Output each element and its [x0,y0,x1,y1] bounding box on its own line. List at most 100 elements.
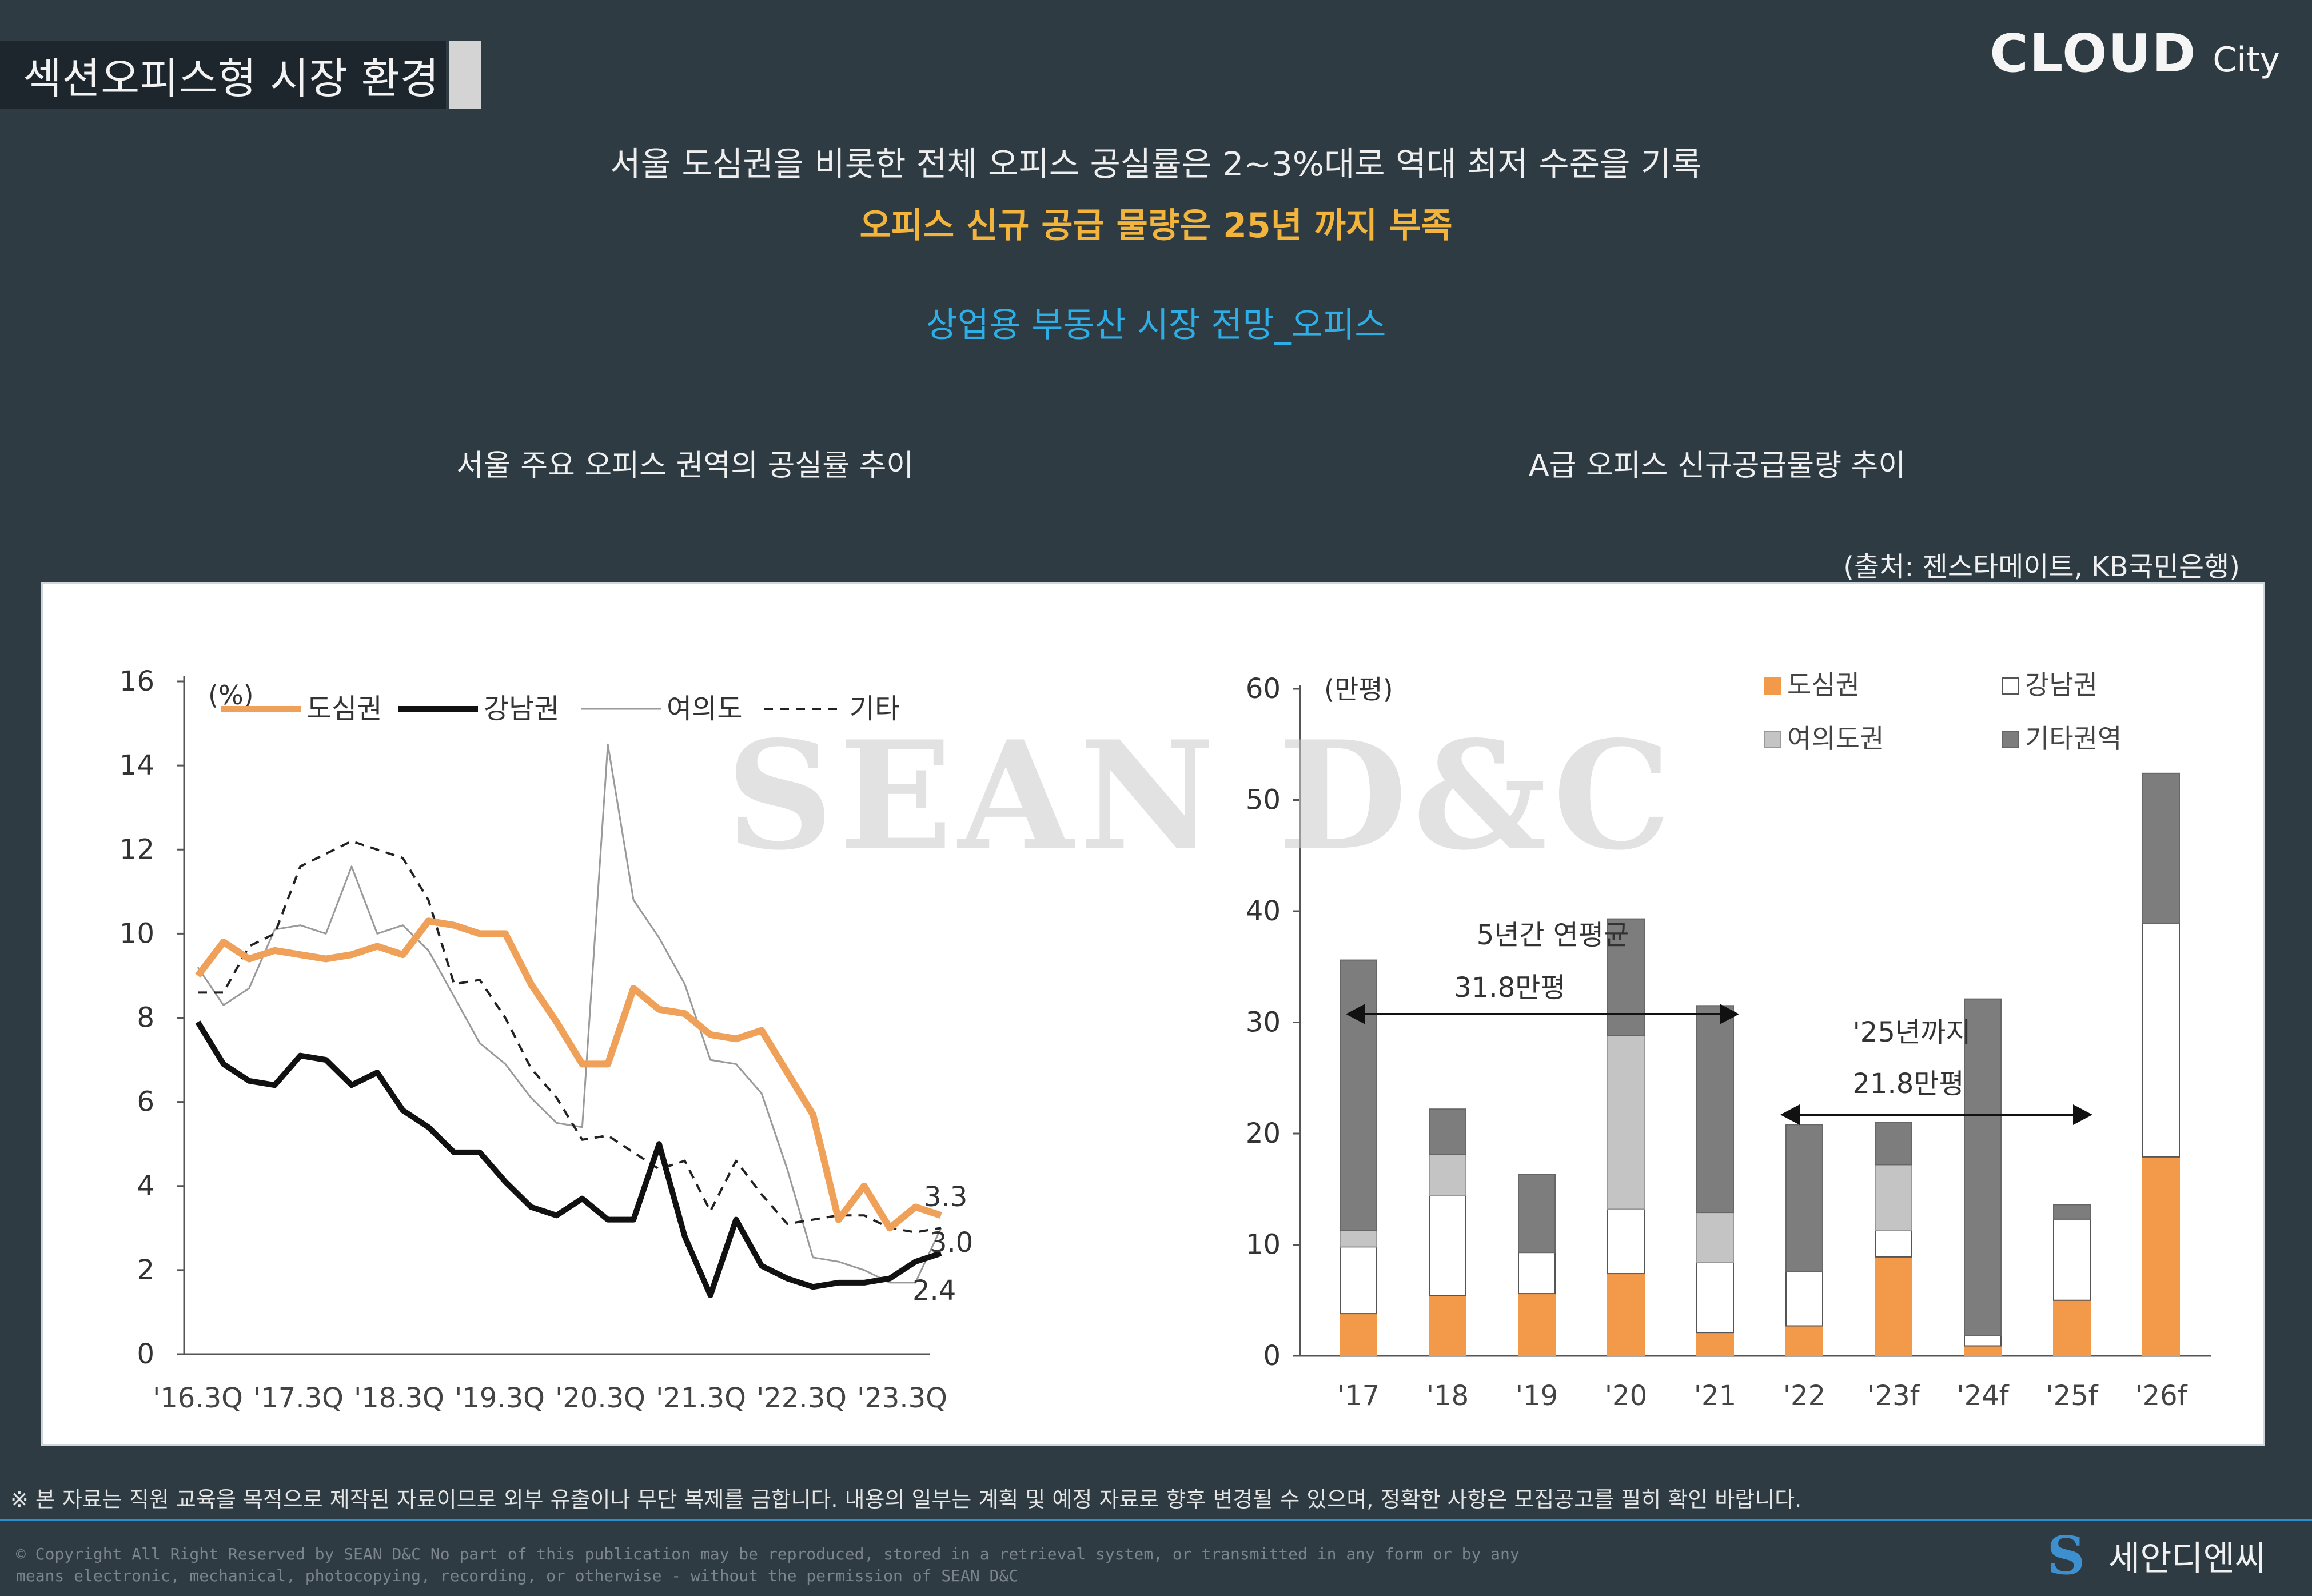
brand-sub: City [2213,40,2280,80]
bar-chart-x-tick-label: '23f [1867,1380,1920,1412]
line-chart-y-tick-label: 0 [137,1338,154,1370]
bar-segment [1607,918,1645,1036]
line-chart-x-tick-label: '20.3Q [555,1382,645,1414]
bar-segment [1964,1335,2002,1347]
section-tab: 섹션오피스형 시장 환경 [0,41,446,109]
bar-segment [1696,1005,1734,1214]
bar-segment [1429,1195,1466,1296]
bar-chart-x-tick-label: '21 [1694,1380,1736,1412]
bar-chart-x-tick-label: '24f [1956,1380,2009,1412]
footer-divider [0,1519,2312,1521]
bar-chart-x-tick-label: '19 [1516,1380,1558,1412]
source-note: (출처: 젠스타메이트, KB국민은행) [1843,551,2240,583]
line-chart-x-tick-label: '16.3Q [153,1382,243,1414]
line-chart-y-tick-label: 12 [119,833,154,865]
logo-icon: S [2047,1525,2086,1586]
bar-segment [1429,1154,1466,1196]
company-logo: S 세안디엔씨 [2039,1525,2266,1586]
bar-legend-swatch [2002,731,2019,748]
bar-segment [1785,1124,1823,1272]
left-chart-title: 서울 주요 오피스 권역의 공실률 추이 [456,449,914,483]
bar-annotation-2-arrowhead-left [1780,1104,1800,1125]
line-chart-x-tick-label: '19.3Q [455,1382,545,1414]
bar-segment [1607,1273,1645,1356]
disclaimer: ※ 본 자료는 직원 교육을 목적으로 제작된 자료이므로 외부 유출이나 무단… [10,1487,1802,1512]
brand-logo: CLOUD City [1990,23,2280,84]
line-chart-y-tick-label: 10 [119,917,154,949]
bar-segment [2142,772,2180,924]
bar-segment [1607,1035,1645,1210]
line-chart-y-tick-label: 6 [137,1086,154,1118]
bar-chart-y-tick-label: 30 [1246,1007,1281,1039]
line-chart-y-tick-label: 8 [137,1002,154,1034]
bar-segment [1518,1174,1556,1254]
line-chart-y-tick-label: 14 [119,749,154,781]
line-chart-x-tick-label: '17.3Q [253,1382,344,1414]
bar-segment [1340,1230,1377,1248]
bar-segment [2053,1204,2091,1220]
bar-segment [1696,1332,1734,1357]
bar-annotation-1-line-2: 31.8만평 [1454,972,1565,1004]
brand-main: CLOUD [1990,23,2197,84]
bar-chart-x-tick-label: '17 [1337,1380,1380,1412]
line-end-label: 3.3 [924,1181,967,1213]
bar-chart-y-tick-label: 20 [1246,1118,1281,1150]
bar-chart-y-tick-label: 60 [1246,673,1281,705]
bar-segment [1340,1246,1377,1315]
bar-segment [1785,1271,1823,1327]
headline-summary: 서울 도심권을 비롯한 전체 오피스 공실률은 2~3%대로 역대 최저 수준을… [610,145,1702,183]
line-series-4 [198,840,942,1234]
bar-annotation-1-arrowhead-right [1720,1004,1739,1024]
line-chart-y-tick-label: 4 [137,1170,154,1202]
bar-segment [2142,923,2180,1158]
bar-legend-label: 기타권역 [2025,723,2122,754]
bar-segment [1964,998,2002,1336]
bar-chart-x-tick-label: '18 [1426,1380,1469,1412]
bar-legend-swatch [2002,677,2019,695]
line-chart-x-tick-label: '22.3Q [756,1382,847,1414]
line-legend-label: 도심권 [306,693,382,725]
bar-chart-x-tick-label: '26f [2135,1380,2187,1412]
bar-annotation-2-line-1: '25년까지 [1853,1016,1971,1048]
headline-subtitle: 상업용 부동산 시장 전망_오피스 [926,305,1386,345]
bar-chart-y-tick-label: 0 [1263,1340,1281,1372]
bar-legend-label: 강남권 [2025,669,2098,700]
bar-segment [1875,1122,1912,1166]
bar-chart-y-tick-label: 10 [1246,1229,1281,1261]
bar-segment [1785,1325,1823,1356]
line-chart-y-tick-label: 16 [119,665,154,697]
line-chart-y-tick-label: 2 [137,1254,154,1286]
bar-chart-x-tick-label: '25f [2046,1380,2098,1412]
line-end-label: 2.4 [912,1275,956,1307]
line-series-2 [195,1020,942,1298]
line-series-3 [197,743,942,1284]
bar-chart-y-tick-label: 50 [1246,784,1281,816]
bar-segment [1429,1108,1466,1155]
bar-segment [1518,1252,1556,1295]
bar-legend-swatch [1764,731,1781,748]
bar-segment [1696,1262,1734,1334]
headline-highlight: 오피스 신규 공급 물량은 25년 까지 부족 [859,206,1453,246]
copyright-line-1: © Copyright All Right Reserved by SEAN D… [16,1545,1520,1563]
section-tab-marker [449,41,481,109]
bar-segment [1964,1345,2002,1356]
bar-chart-y-tick-label: 40 [1246,895,1281,927]
bar-segment [1340,1313,1377,1356]
line-chart-x-tick-label: '23.3Q [857,1382,947,1414]
line-end-label: 3.0 [930,1227,973,1259]
watermark: SEAN D&C [726,709,1677,883]
bar-segment [1696,1212,1734,1263]
line-legend-label: 강남권 [484,693,559,725]
bar-annotation-1-arrowhead-left [1346,1004,1365,1024]
line-chart-x-tick-label: '18.3Q [354,1382,444,1414]
line-series-1 [195,917,942,1232]
bar-legend-label: 도심권 [1787,669,1860,700]
bar-segment [1875,1230,1912,1258]
bar-segment [1875,1164,1912,1231]
line-chart-x-tick-label: '21.3Q [656,1382,746,1414]
bar-segment [1518,1293,1556,1356]
bar-annotation-2-line-2: 21.8만평 [1852,1068,1964,1100]
copyright: © Copyright All Right Reserved by SEAN D… [16,1543,1731,1587]
right-chart-title: A급 오피스 신규공급물량 추이 [1529,449,1906,483]
company-name: 세안디엔씨 [2108,1538,2266,1579]
